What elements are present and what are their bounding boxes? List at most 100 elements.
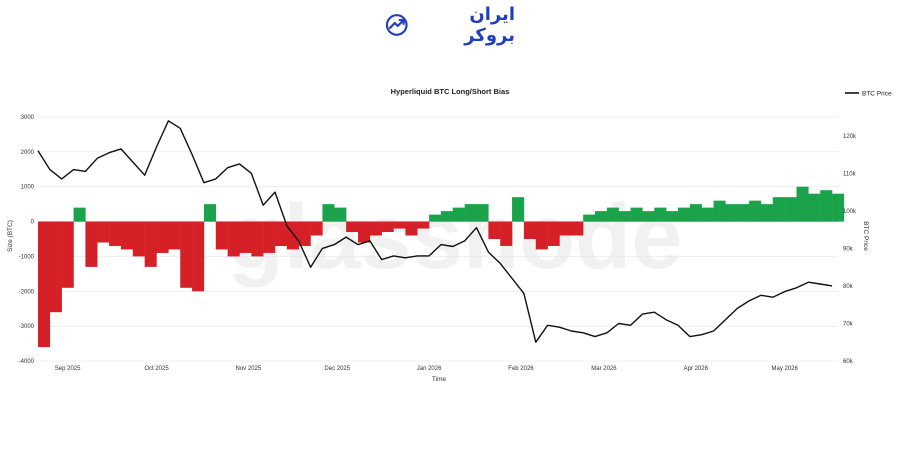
bias-bar	[583, 214, 596, 222]
bias-bar	[488, 221, 501, 239]
bias-bar	[523, 221, 536, 239]
bias-bar	[749, 200, 762, 222]
bias-bar	[512, 197, 525, 222]
bias-bar	[227, 221, 240, 257]
y-right-tick-label: 120k	[843, 134, 857, 140]
y-left-tick-label: -1000	[19, 254, 35, 260]
bias-bar	[275, 221, 288, 246]
bias-bar	[429, 214, 442, 222]
y-left-tick-label: -4000	[19, 359, 35, 365]
bias-bar	[156, 221, 169, 253]
y-right-tick-label: 70k	[843, 321, 854, 327]
bias-bar	[263, 221, 276, 253]
bias-bar	[535, 221, 548, 250]
bias-bar	[97, 221, 110, 243]
bias-bar	[417, 221, 430, 229]
bias-bar	[405, 221, 418, 236]
brand-name: ایران بروکر	[464, 4, 515, 46]
y-left-tick-label: 3000	[21, 115, 35, 121]
x-tick-label: Feb 2026	[508, 366, 534, 372]
y-axis-label-right: BTC Price	[862, 221, 869, 251]
bias-bar	[547, 221, 560, 246]
axes: 3000 2000 1000 0 -1000 -2000 -3000 -4000 120k 110…	[19, 115, 857, 372]
x-tick-label: Sep 2025	[55, 366, 81, 372]
bias-bar	[820, 190, 833, 222]
bias-bar	[298, 221, 311, 246]
bias-bar	[180, 221, 193, 288]
x-tick-label: Jan 2026	[417, 366, 442, 372]
x-tick-label: May 2026	[771, 366, 798, 372]
bias-bar	[251, 221, 264, 257]
bias-bar	[109, 221, 122, 246]
bias-bar	[571, 221, 584, 236]
bias-bar	[796, 186, 809, 222]
price-series	[37, 120, 833, 343]
bias-bar	[808, 193, 821, 222]
bias-bar	[476, 204, 489, 222]
bias-bar	[239, 221, 252, 253]
bias-bar	[452, 207, 465, 222]
y-right-tick-label: 80k	[843, 284, 854, 290]
bias-bar	[725, 204, 738, 222]
growth-chart-icon	[385, 14, 408, 36]
x-tick-label: Nov 2025	[236, 366, 262, 372]
bias-bar	[358, 221, 371, 243]
bias-bar	[61, 221, 74, 288]
bias-bars	[38, 186, 845, 348]
bias-bar	[132, 221, 145, 257]
y-left-tick-label: 2000	[21, 150, 35, 156]
bias-bar	[713, 200, 726, 222]
bias-bar	[310, 221, 323, 236]
x-tick-label: Apr 2026	[684, 366, 709, 372]
y-left-tick-label: -2000	[19, 289, 35, 295]
y-left-tick-label: 0	[31, 220, 35, 226]
bias-bar	[654, 207, 667, 222]
bias-bar	[701, 207, 714, 222]
bias-bar	[393, 221, 406, 229]
btc-price-line	[37, 120, 833, 343]
y-right-tick-label: 90k	[843, 246, 854, 252]
bias-bar	[630, 207, 643, 222]
x-tick-label: Dec 2025	[324, 366, 350, 372]
bias-bar	[737, 204, 750, 222]
bias-bar	[192, 221, 205, 292]
y-right-tick-label: 110k	[843, 171, 857, 177]
bias-bar	[334, 207, 347, 222]
bias-bar	[203, 204, 216, 222]
bias-bar	[120, 221, 134, 250]
bias-bar	[606, 207, 619, 222]
chart-title: Hyperliquid BTC Long/Short Bias	[391, 87, 510, 96]
bias-bar	[772, 197, 785, 222]
y-right-tick-label: 60k	[843, 359, 854, 365]
bias-bar	[168, 221, 181, 250]
legend: BTC Price	[845, 91, 892, 98]
x-tick-label: Mar 2026	[591, 366, 617, 372]
x-axis-label: Time	[432, 376, 447, 383]
bias-bar	[559, 221, 572, 236]
y-right-tick-label: 100k	[843, 209, 857, 215]
bias-bar	[678, 207, 691, 222]
bias-bar	[500, 221, 513, 246]
bias-bar	[642, 211, 655, 222]
bias-bar	[760, 204, 774, 222]
bias-bar	[618, 211, 631, 222]
bias-bar	[73, 207, 86, 222]
brand-logo: ایران بروکر	[385, 4, 515, 46]
y-axis-label-left: Size (BTC)	[7, 220, 14, 252]
bias-bar	[322, 204, 335, 222]
bias-bar	[666, 211, 679, 222]
bias-bar	[464, 204, 477, 222]
bias-bar	[49, 221, 62, 313]
bias-bar	[689, 204, 702, 222]
y-left-tick-label: -3000	[19, 324, 35, 330]
bias-bar	[381, 221, 394, 233]
bias-bar	[346, 221, 359, 233]
bias-bar	[286, 221, 299, 250]
bias-bar	[595, 211, 608, 222]
x-tick-label: Oct 2025	[144, 366, 169, 372]
bias-bar	[85, 221, 98, 267]
bias-bar	[215, 221, 228, 250]
bias-bar	[440, 211, 454, 222]
y-left-tick-label: 1000	[21, 185, 35, 191]
